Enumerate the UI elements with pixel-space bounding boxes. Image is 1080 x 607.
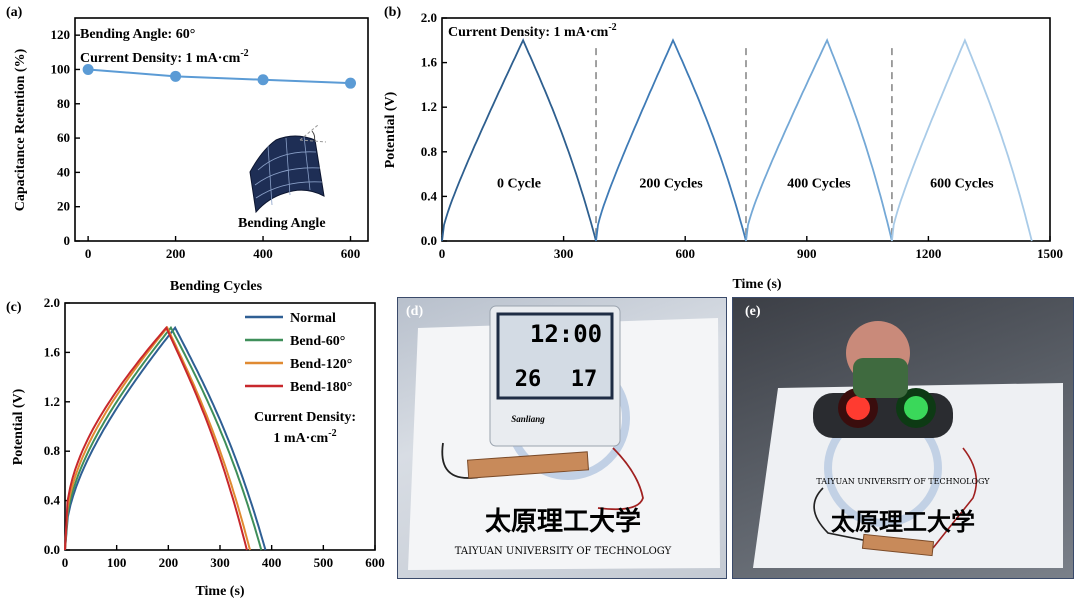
- c-xtick-label-4: 400: [262, 555, 282, 570]
- annotation-current-density-a: Current Density: 1 mA·cm-2: [80, 48, 249, 66]
- gcd-curve-0: [441, 38, 597, 242]
- b-xtick-label-2: 600: [675, 246, 695, 261]
- b-ytick-label-3: 1.2: [421, 99, 437, 114]
- display-humidity: 26: [515, 367, 542, 392]
- retention-point-3: [345, 77, 357, 89]
- photo-e-traffic-light: 太原理工大学 TAIYUAN UNIVERSITY OF TECHNOLOGY …: [732, 297, 1074, 579]
- gcd-curve-2: [745, 38, 893, 242]
- a-xtick-label-0: 0: [85, 246, 92, 261]
- retention-point-1: [170, 70, 182, 82]
- b-ytick-label-5: 2.0: [421, 10, 437, 25]
- legend-label-3: Bend-180°: [290, 380, 352, 395]
- xlabel-a: Bending Cycles: [170, 279, 263, 294]
- c-ytick-label-1: 0.4: [44, 493, 61, 508]
- display-temp: 17: [571, 367, 598, 392]
- annotation-current-density-b: Current Density: 1 mA·cm-2: [448, 22, 617, 40]
- brand-text: Sanliang: [511, 414, 545, 424]
- legend-label-2: Bend-120°: [290, 357, 352, 372]
- xlabel-b: Time (s): [732, 277, 781, 292]
- c-ytick-label-3: 1.2: [44, 394, 60, 409]
- cycle-label-0: 0 Cycle: [497, 176, 541, 191]
- annotation-current-density-c1: Current Density:: [254, 410, 356, 425]
- b-ytick-label-0: 0.0: [421, 233, 437, 248]
- a-ytick-label-4: 80: [57, 96, 70, 111]
- b-xtick-label-0: 0: [439, 246, 446, 261]
- a-xtick-label-2: 400: [253, 246, 273, 261]
- chart-c: (c) 0 100 200 300 400 500 600 0.0 0.4 0.8 1.2 1.6 2.…: [6, 295, 385, 599]
- c-ytick-label-2: 0.8: [44, 443, 61, 458]
- logo-text-e: 太原理工大学: [831, 507, 975, 536]
- university-text-d: TAIYUAN UNIVERSITY OF TECHNOLOGY: [455, 546, 672, 557]
- cycle-label-3: 600 Cycles: [930, 176, 994, 191]
- a-ytick-label-2: 40: [57, 164, 70, 179]
- a-ytick-label-5: 100: [51, 61, 71, 76]
- c-xtick-label-1: 100: [107, 555, 127, 570]
- a-xtick-label-1: 200: [166, 246, 186, 261]
- b-xtick-label-1: 300: [554, 246, 574, 261]
- gcd-curve-3: [891, 37, 1033, 242]
- b-ytick-label-2: 0.8: [421, 144, 438, 159]
- display-time: 12:00: [530, 320, 602, 348]
- c-ytick-label-4: 1.6: [44, 344, 61, 359]
- university-text-e: TAIYUAN UNIVERSITY OF TECHNOLOGY: [816, 477, 990, 486]
- series-curve-2: [64, 325, 251, 551]
- b-ytick-label-4: 1.6: [421, 55, 438, 70]
- bent-device-illustration: [249, 124, 327, 214]
- panel-label-d: (d): [406, 304, 424, 319]
- ylabel-b: Potential (V): [383, 91, 398, 168]
- retention-point-0: [82, 63, 94, 75]
- b-xtick-label-4: 1200: [915, 246, 941, 261]
- series-curve-0: [64, 325, 267, 551]
- cycle-label-2: 400 Cycles: [787, 176, 851, 191]
- a-ytick-label-0: 0: [64, 233, 71, 248]
- cycle-label-1: 200 Cycles: [639, 176, 703, 191]
- b-xtick-label-5: 1500: [1037, 246, 1063, 261]
- logo-text-d: 太原理工大学: [485, 506, 641, 537]
- xlabel-c: Time (s): [195, 584, 244, 599]
- retention-line: [88, 68, 351, 85]
- ylabel-c: Potential (V): [11, 388, 26, 465]
- c-xtick-label-5: 500: [314, 555, 334, 570]
- retention-point-2: [257, 74, 269, 86]
- c-xtick-label-2: 200: [159, 555, 179, 570]
- a-xtick-label-3: 600: [341, 246, 361, 261]
- legend-label-1: Bend-60°: [290, 334, 345, 349]
- photo-d-hygrometer: 12:00 26 17 Sanliang 太原理工大学 TAIYUAN UNIV…: [397, 297, 727, 579]
- gcd-curve-1: [595, 38, 747, 242]
- annotation-current-density-c2: 1 mA·cm-2: [273, 428, 336, 446]
- plot-frame-a: [74, 17, 369, 242]
- b-ytick-label-1: 0.4: [421, 188, 438, 203]
- c-xtick-label-6: 600: [365, 555, 385, 570]
- c-xtick-label-0: 0: [62, 555, 69, 570]
- panel-label-e: (e): [745, 304, 761, 319]
- panel-label-b: (b): [384, 5, 401, 20]
- a-ytick-label-3: 60: [57, 130, 70, 145]
- c-xtick-label-3: 300: [210, 555, 230, 570]
- b-xtick-label-3: 900: [797, 246, 817, 261]
- ylabel-a: Capacitance Retention (%): [13, 48, 28, 211]
- series-curve-1: [64, 325, 263, 551]
- chart-a: (a) 0 200 400 600 0 20 40 60 80 100 120 Bending An…: [6, 5, 369, 294]
- c-ytick-label-0: 0.0: [44, 542, 60, 557]
- legend-label-0: Normal: [290, 311, 336, 326]
- chart-b: (b) 0 300 600 900 1200 1500 0.0 0.4 0.8 1.2 1.6 2.0…: [383, 5, 1063, 292]
- series-curve-3: [64, 325, 248, 551]
- c-ytick-label-5: 2.0: [44, 295, 60, 310]
- a-ytick-label-6: 120: [51, 27, 71, 42]
- panel-label-c: (c): [6, 300, 22, 315]
- panel-label-a: (a): [6, 5, 23, 20]
- annotation-bending-angle-label: Bending Angle: [238, 216, 326, 231]
- a-ytick-label-1: 20: [57, 199, 70, 214]
- annotation-bending-angle: Bending Angle: 60°: [80, 27, 195, 42]
